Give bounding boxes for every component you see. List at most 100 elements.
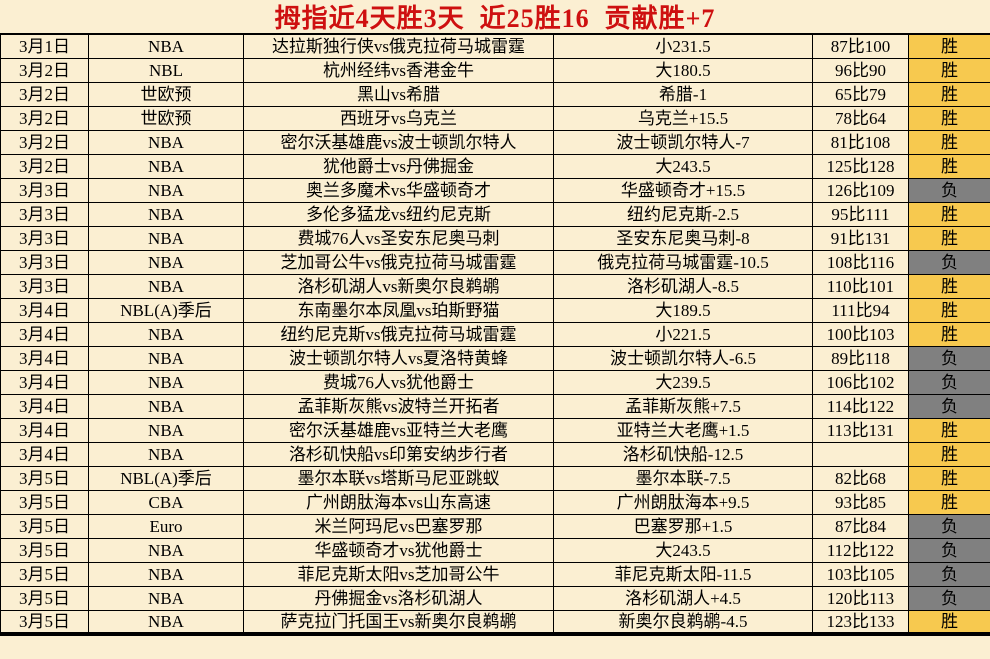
cell-match: 孟菲斯灰熊vs波特兰开拓者 (243, 393, 554, 419)
cell-league: NBA (88, 609, 244, 635)
cell-result: 胜 (908, 297, 990, 323)
cell-league: NBA (88, 585, 244, 611)
cell-match: 洛杉矶快船vs印第安纳步行者 (243, 441, 554, 467)
table-row: 3月3日 NBA 洛杉矶湖人vs新奥尔良鹈鹕 洛杉矶湖人-8.5 110比101 胜 (0, 273, 990, 299)
cell-bet: 大189.5 (553, 297, 813, 323)
cell-score: 114比122 (812, 393, 909, 419)
cell-bet: 波士顿凯尔特人-6.5 (553, 345, 813, 371)
cell-match: 西班牙vs乌克兰 (243, 105, 554, 131)
cell-score: 93比85 (812, 489, 909, 515)
cell-date: 3月5日 (0, 489, 89, 515)
cell-score: 126比109 (812, 177, 909, 203)
cell-date: 3月1日 (0, 33, 89, 59)
cell-date: 3月3日 (0, 177, 89, 203)
cell-league: NBA (88, 225, 244, 251)
cell-result: 负 (908, 369, 990, 395)
cell-league: NBL (88, 57, 244, 83)
cell-bet: 亚特兰大老鹰+1.5 (553, 417, 813, 443)
cell-league: NBA (88, 417, 244, 443)
cell-league: 世欧预 (88, 81, 244, 107)
cell-score: 123比133 (812, 609, 909, 635)
cell-date: 3月3日 (0, 225, 89, 251)
results-table: 3月1日 NBA 达拉斯独行侠vs俄克拉荷马城雷霆 小231.5 87比100 胜 3月2日… (0, 33, 990, 636)
cell-bet: 纽约尼克斯-2.5 (553, 201, 813, 227)
table-row: 3月3日 NBA 多伦多猛龙vs纽约尼克斯 纽约尼克斯-2.5 95比111 胜 (0, 201, 990, 227)
cell-date: 3月3日 (0, 201, 89, 227)
cell-date: 3月5日 (0, 513, 89, 539)
cell-match: 犹他爵士vs丹佛掘金 (243, 153, 554, 179)
cell-league: NBA (88, 249, 244, 275)
cell-result: 胜 (908, 105, 990, 131)
table-row: 3月5日 NBA 菲尼克斯太阳vs芝加哥公牛 菲尼克斯太阳-11.5 103比105 负 (0, 561, 990, 587)
table-row: 3月4日 NBA 孟菲斯灰熊vs波特兰开拓者 孟菲斯灰熊+7.5 114比122 负 (0, 393, 990, 419)
table-row: 3月5日 NBA 丹佛掘金vs洛杉矶湖人 洛杉矶湖人+4.5 120比113 负 (0, 585, 990, 611)
cell-result: 负 (908, 585, 990, 611)
cell-result: 胜 (908, 321, 990, 347)
table-row: 3月5日 Euro 米兰阿玛尼vs巴塞罗那 巴塞罗那+1.5 87比84 负 (0, 513, 990, 539)
cell-league: NBA (88, 345, 244, 371)
cell-result: 负 (908, 345, 990, 371)
cell-score: 125比128 (812, 153, 909, 179)
cell-bet: 圣安东尼奥马刺-8 (553, 225, 813, 251)
cell-match: 墨尔本联vs塔斯马尼亚跳蚁 (243, 465, 554, 491)
cell-bet: 小221.5 (553, 321, 813, 347)
cell-result: 胜 (908, 441, 990, 467)
cell-score: 81比108 (812, 129, 909, 155)
table-row: 3月5日 NBL(A)季后 墨尔本联vs塔斯马尼亚跳蚁 墨尔本联-7.5 82比68 胜 (0, 465, 990, 491)
cell-date: 3月4日 (0, 441, 89, 467)
cell-score: 120比113 (812, 585, 909, 611)
table-row: 3月4日 NBA 密尔沃基雄鹿vs亚特兰大老鹰 亚特兰大老鹰+1.5 113比131 胜 (0, 417, 990, 443)
cell-date: 3月4日 (0, 369, 89, 395)
cell-bet: 洛杉矶湖人-8.5 (553, 273, 813, 299)
cell-result: 胜 (908, 489, 990, 515)
cell-bet: 小231.5 (553, 33, 813, 59)
cell-bet: 新奥尔良鹈鹕-4.5 (553, 609, 813, 635)
cell-bet: 乌克兰+15.5 (553, 105, 813, 131)
cell-score: 100比103 (812, 321, 909, 347)
cell-bet: 华盛顿奇才+15.5 (553, 177, 813, 203)
cell-date: 3月3日 (0, 249, 89, 275)
cell-score: 78比64 (812, 105, 909, 131)
cell-league: NBA (88, 441, 244, 467)
cell-result: 胜 (908, 273, 990, 299)
cell-league: NBA (88, 129, 244, 155)
table-row: 3月2日 NBL 杭州经纬vs香港金牛 大180.5 96比90 胜 (0, 57, 990, 83)
cell-score: 89比118 (812, 345, 909, 371)
cell-league: NBA (88, 273, 244, 299)
cell-result: 胜 (908, 153, 990, 179)
table-row: 3月3日 NBA 奥兰多魔术vs华盛顿奇才 华盛顿奇才+15.5 126比109 负 (0, 177, 990, 203)
cell-bet: 洛杉矶湖人+4.5 (553, 585, 813, 611)
cell-match: 密尔沃基雄鹿vs波士顿凯尔特人 (243, 129, 554, 155)
cell-bet: 洛杉矶快船-12.5 (553, 441, 813, 467)
cell-date: 3月2日 (0, 105, 89, 131)
cell-league: NBA (88, 537, 244, 563)
cell-match: 洛杉矶湖人vs新奥尔良鹈鹕 (243, 273, 554, 299)
table-row: 3月2日 NBA 密尔沃基雄鹿vs波士顿凯尔特人 波士顿凯尔特人-7 81比108 胜 (0, 129, 990, 155)
cell-score: 96比90 (812, 57, 909, 83)
cell-date: 3月5日 (0, 465, 89, 491)
cell-score: 108比116 (812, 249, 909, 275)
cell-result: 负 (908, 537, 990, 563)
cell-match: 达拉斯独行侠vs俄克拉荷马城雷霆 (243, 33, 554, 59)
cell-result: 胜 (908, 81, 990, 107)
table-row: 3月5日 CBA 广州朗肽海本vs山东高速 广州朗肽海本+9.5 93比85 胜 (0, 489, 990, 515)
cell-score: 65比79 (812, 81, 909, 107)
cell-result: 负 (908, 249, 990, 275)
cell-bet: 希腊-1 (553, 81, 813, 107)
cell-league: NBL(A)季后 (88, 297, 244, 323)
cell-match: 多伦多猛龙vs纽约尼克斯 (243, 201, 554, 227)
cell-result: 胜 (908, 201, 990, 227)
cell-league: NBA (88, 153, 244, 179)
cell-score: 95比111 (812, 201, 909, 227)
table-row: 3月3日 NBA 费城76人vs圣安东尼奥马刺 圣安东尼奥马刺-8 91比131 胜 (0, 225, 990, 251)
table-row: 3月4日 NBA 波士顿凯尔特人vs夏洛特黄蜂 波士顿凯尔特人-6.5 89比118 负 (0, 345, 990, 371)
cell-league: NBA (88, 177, 244, 203)
table-row: 3月4日 NBA 纽约尼克斯vs俄克拉荷马城雷霆 小221.5 100比103 胜 (0, 321, 990, 347)
cell-bet: 大239.5 (553, 369, 813, 395)
cell-date: 3月4日 (0, 417, 89, 443)
cell-league: NBA (88, 33, 244, 59)
cell-match: 菲尼克斯太阳vs芝加哥公牛 (243, 561, 554, 587)
cell-match: 萨克拉门托国王vs新奥尔良鹈鹕 (243, 609, 554, 635)
cell-bet: 大180.5 (553, 57, 813, 83)
cell-date: 3月5日 (0, 561, 89, 587)
